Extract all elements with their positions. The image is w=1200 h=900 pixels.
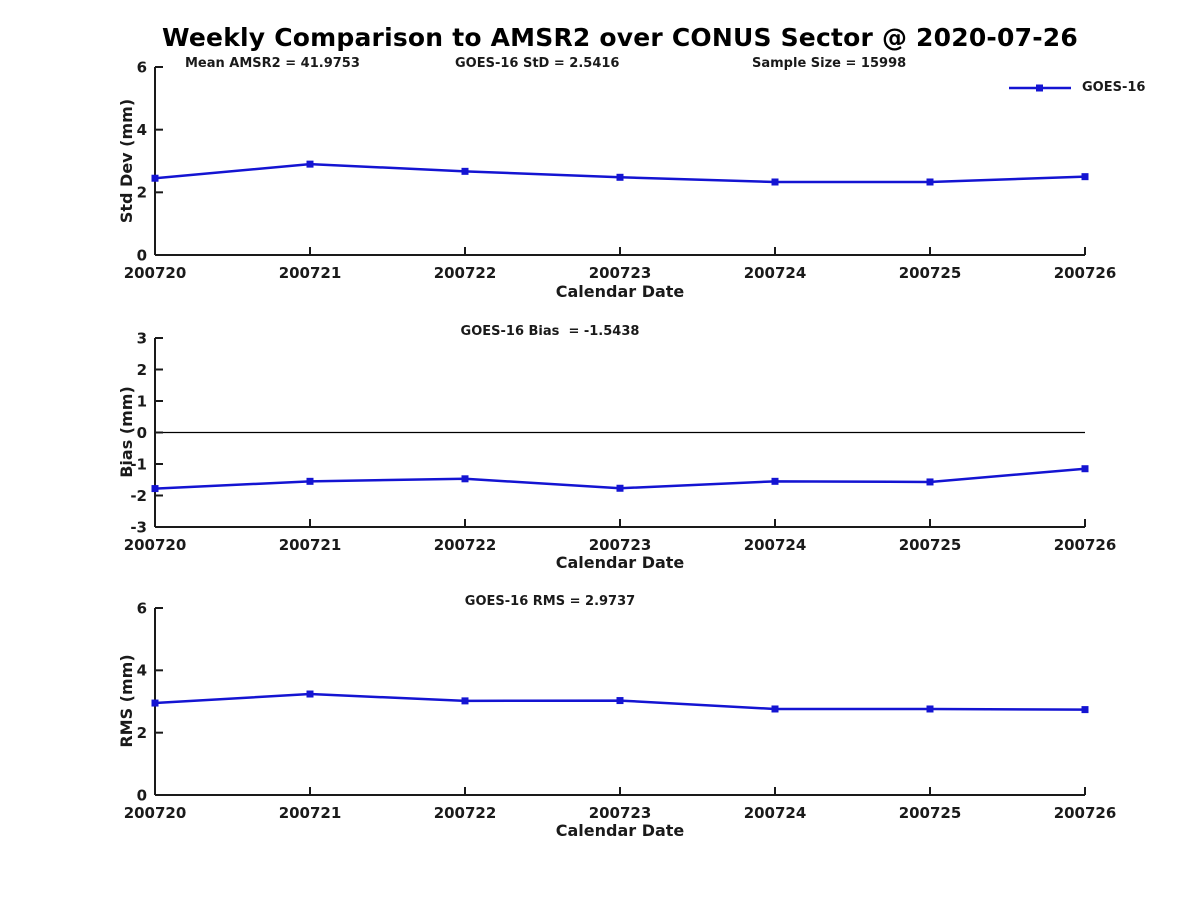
data-point-marker	[771, 477, 779, 485]
data-point-marker	[306, 477, 314, 485]
data-point-marker	[616, 173, 624, 181]
data-point-marker	[461, 475, 469, 483]
data-point-marker	[771, 178, 779, 186]
y-tick-label: 0	[137, 424, 147, 442]
data-point-marker	[461, 697, 469, 705]
x-tick-label: 200726	[1054, 264, 1117, 282]
data-point-marker	[1081, 706, 1089, 714]
panel-title-rms: GOES-16 RMS = 2.9737	[464, 594, 636, 609]
y-tick-label: 1	[137, 392, 147, 410]
x-tick-label: 200723	[589, 264, 652, 282]
x-tick-label: 200725	[899, 804, 962, 822]
x-tick-label: 200722	[434, 264, 497, 282]
y-tick-label: 6	[137, 58, 147, 76]
x-tick-label: 200720	[124, 264, 187, 282]
y-tick-label: 2	[137, 724, 147, 742]
y-tick-label: 4	[137, 662, 147, 680]
x-tick-label: 200724	[744, 536, 807, 554]
xlabel-calendar-date-1: Calendar Date	[555, 282, 685, 301]
x-tick-label: 200721	[279, 804, 342, 822]
data-point-marker	[306, 160, 314, 168]
data-point-marker	[926, 178, 934, 186]
x-tick-label: 200722	[434, 804, 497, 822]
y-tick-label: 0	[137, 786, 147, 804]
figure-title: Weekly Comparison to AMSR2 over CONUS Se…	[162, 23, 1078, 52]
x-tick-label: 200720	[124, 804, 187, 822]
stat-mean-amsr2: Mean AMSR2 = 41.9753	[185, 56, 360, 71]
y-tick-label: 0	[137, 246, 147, 264]
data-point-marker	[1081, 465, 1089, 473]
y-tick-label: 2	[137, 361, 147, 379]
legend: GOES-16	[1008, 80, 1145, 95]
y-tick-label: 2	[137, 184, 147, 202]
y-tick-label: 6	[137, 599, 147, 617]
data-point-marker	[151, 174, 159, 182]
legend-label: GOES-16	[1082, 80, 1146, 95]
x-tick-label: 200725	[899, 264, 962, 282]
y-tick-label: 3	[137, 329, 147, 347]
legend-line-marker-icon	[1009, 84, 1071, 91]
x-tick-label: 200725	[899, 536, 962, 554]
y-tick-label: -1	[130, 455, 147, 473]
data-point-marker	[151, 699, 159, 707]
data-point-marker	[771, 705, 779, 713]
x-tick-label: 200724	[744, 804, 807, 822]
x-tick-label: 200722	[434, 536, 497, 554]
xlabel-calendar-date-2: Calendar Date	[555, 553, 685, 572]
stat-goes16-std: GOES-16 StD = 2.5416	[455, 56, 620, 71]
y-tick-label: -2	[130, 487, 147, 505]
data-point-marker	[306, 690, 314, 698]
x-tick-label: 200720	[124, 536, 187, 554]
panel-title-bias: GOES-16 Bias = -1.5438	[460, 324, 640, 339]
x-tick-label: 200726	[1054, 536, 1117, 554]
data-point-marker	[151, 485, 159, 493]
data-point-marker	[926, 478, 934, 486]
x-tick-label: 200723	[589, 536, 652, 554]
xlabel-calendar-date-3: Calendar Date	[555, 821, 685, 840]
stat-sample-size: Sample Size = 15998	[752, 56, 907, 71]
x-tick-label: 200721	[279, 536, 342, 554]
data-point-marker	[1081, 173, 1089, 181]
x-tick-label: 200721	[279, 264, 342, 282]
x-tick-label: 200726	[1054, 804, 1117, 822]
data-point-marker	[616, 484, 624, 492]
x-tick-label: 200723	[589, 804, 652, 822]
data-point-marker	[616, 697, 624, 705]
x-tick-label: 200724	[744, 264, 807, 282]
y-tick-label: 4	[137, 121, 147, 139]
data-point-marker	[926, 705, 934, 713]
y-tick-label: -3	[130, 518, 147, 536]
data-point-marker	[461, 167, 469, 175]
